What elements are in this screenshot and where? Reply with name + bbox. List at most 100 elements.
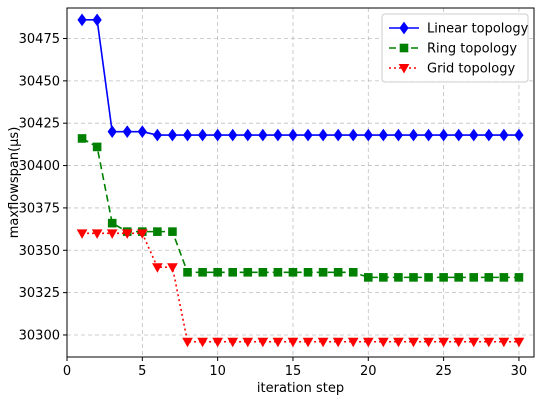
data-point [439,273,448,282]
data-point [243,267,253,277]
series-layer [76,13,525,348]
data-point [393,337,404,348]
data-point [348,267,358,277]
series-linear-topology [77,13,524,142]
data-point [408,337,419,348]
data-point [513,337,525,348]
data-point [333,128,343,142]
data-point [152,263,163,273]
data-point [288,128,298,142]
data-point [454,273,463,282]
legend-item-linear-topology: Linear topology [389,22,529,37]
data-point [469,128,479,142]
data-point [438,128,449,142]
data-point [273,267,283,277]
y-tick-label: 30425 [19,117,60,132]
data-point [107,218,117,228]
data-point [198,267,207,277]
legend-item-grid-topology: Grid topology [389,62,515,77]
data-point [77,134,87,143]
x-tick-label: 25 [435,364,452,379]
data-point [182,337,193,348]
data-point [92,13,102,27]
data-point [424,273,433,282]
data-point [288,267,298,277]
x-tick-label: 20 [360,364,377,379]
legend-label: Grid topology [427,62,515,77]
x-tick-label: 10 [209,364,226,379]
data-point [303,267,313,277]
data-point [228,267,238,277]
data-point [394,273,403,282]
legend: Linear topology Ring topology Grid topolog… [381,13,529,83]
data-point [348,128,358,142]
data-point [121,229,133,239]
data-point [183,267,192,277]
data-point [408,128,419,142]
data-point [499,273,509,282]
data-point [453,337,465,348]
data-point [228,128,238,142]
legend-marker [399,43,409,53]
data-point [317,337,329,348]
legend-label: Ring topology [427,42,517,57]
data-point [332,337,344,348]
data-point [423,337,434,348]
axes: 0 5 10 15 20 25 30 30300 30325 30350 30375 30400 304… [19,32,528,379]
data-point [197,337,208,348]
data-point [468,337,480,348]
data-point [212,337,224,348]
data-point [257,337,269,348]
x-tick-label: 15 [285,364,302,379]
legend-box [381,13,529,83]
data-point [438,337,449,348]
data-point [76,229,88,239]
data-point [227,337,239,348]
y-tick-label: 30350 [19,244,60,259]
data-point [454,128,464,142]
data-point [167,263,178,273]
legend-marker [399,21,409,35]
data-point [484,273,494,282]
data-point [213,267,222,277]
y-tick-label: 30475 [19,32,60,47]
data-point [409,273,418,282]
x-tick-label: 5 [138,364,146,379]
y-tick-label: 30325 [19,286,60,301]
data-point [197,128,208,142]
data-point [168,227,177,236]
data-point [153,227,162,236]
data-point [152,128,163,142]
series-line-grid-topology [82,232,519,343]
data-point [287,337,299,348]
data-point [379,273,388,282]
x-tick-label: 30 [511,364,528,379]
data-point [122,125,132,139]
data-point [213,128,223,142]
data-point [302,337,314,348]
data-point [258,128,268,142]
legend-marker [398,64,410,74]
data-point [393,128,404,142]
data-point [377,337,389,348]
data-point [258,267,268,277]
data-point [498,337,510,348]
data-point [273,128,283,142]
data-point [318,128,328,142]
data-point [469,273,479,282]
data-point [514,273,524,282]
y-tick-label: 30300 [19,328,60,343]
data-point [272,337,284,348]
data-point [137,125,147,139]
data-point [423,128,434,142]
data-point [167,128,178,142]
series-grid-topology [76,229,525,348]
data-point [106,229,118,239]
data-point [92,142,102,152]
data-point [499,128,509,142]
data-point [484,128,494,142]
plot-frame [66,7,535,358]
data-point [107,125,117,139]
data-point [182,128,193,142]
